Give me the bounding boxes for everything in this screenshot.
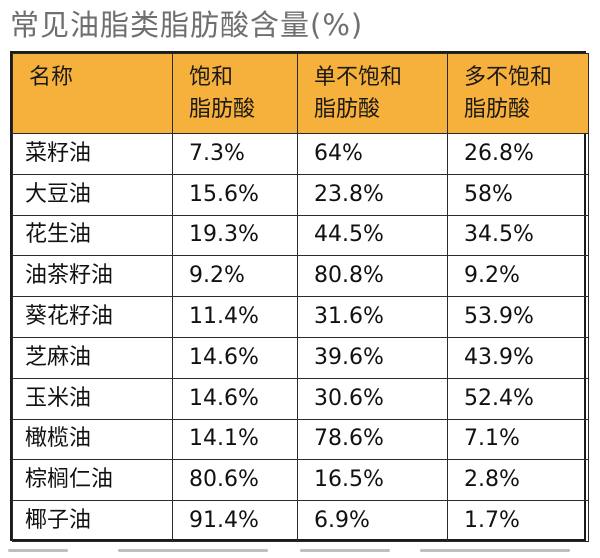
oil-name-cell: 玉米油: [12, 377, 173, 420]
oil-name-cell: 橄榄油: [12, 418, 173, 461]
header-mono-line1: 单不饱和: [314, 65, 403, 90]
table-row: 玉米油 14.6% 30.6% 52.4%: [12, 377, 589, 420]
header-mono-line2: 脂肪酸: [314, 97, 381, 122]
header-name-label: 名称: [29, 65, 74, 90]
table-body: 菜籽油 7.3% 64% 26.8% 大豆油 15.6% 23.8% 58% 花生油 19.3% 4…: [12, 133, 589, 542]
saturated-cell: 19.3%: [172, 214, 298, 257]
oil-name-cell: 花生油: [12, 214, 173, 257]
header-polyunsaturated: 多不饱和 脂肪酸: [447, 53, 589, 134]
oil-name-cell: 大豆油: [12, 173, 173, 216]
saturated-cell: 14.1%: [172, 418, 298, 461]
table-row: 菜籽油 7.3% 64% 26.8%: [12, 133, 589, 175]
monounsaturated-cell: 39.6%: [297, 336, 448, 379]
polyunsaturated-cell: 9.2%: [447, 255, 589, 298]
saturated-cell: 15.6%: [172, 173, 298, 216]
polyunsaturated-cell: 53.9%: [447, 296, 589, 338]
header-saturated-line1: 饱和: [189, 65, 234, 90]
saturated-cell: 91.4%: [172, 500, 298, 542]
header-saturated: 饱和 脂肪酸: [172, 53, 298, 134]
monounsaturated-cell: 23.8%: [297, 173, 448, 216]
saturated-cell: 14.6%: [172, 336, 298, 379]
header-monounsaturated: 单不饱和 脂肪酸: [297, 53, 448, 134]
header-row: 名称 饱和 脂肪酸 单不饱和 脂肪酸 多不饱和 脂肪酸: [12, 53, 589, 134]
saturated-cell: 7.3%: [172, 133, 298, 175]
saturated-cell: 80.6%: [172, 459, 298, 502]
monounsaturated-cell: 30.6%: [297, 377, 448, 420]
cropped-footer-text: [0, 545, 600, 558]
polyunsaturated-cell: 7.1%: [447, 418, 589, 461]
polyunsaturated-cell: 26.8%: [447, 133, 589, 175]
header-name: 名称: [12, 53, 173, 134]
header-poly-line1: 多不饱和: [464, 65, 553, 90]
oil-name-cell: 棕榈仁油: [12, 459, 173, 502]
monounsaturated-cell: 6.9%: [297, 500, 448, 542]
fatty-acid-table: 名称 饱和 脂肪酸 单不饱和 脂肪酸 多不饱和 脂肪酸 菜: [10, 51, 589, 542]
monounsaturated-cell: 78.6%: [297, 418, 448, 461]
oil-name-cell: 菜籽油: [12, 133, 173, 175]
saturated-cell: 9.2%: [172, 255, 298, 298]
monounsaturated-cell: 16.5%: [297, 459, 448, 502]
page-title: 常见油脂类脂肪酸含量(%): [10, 8, 364, 42]
polyunsaturated-cell: 34.5%: [447, 214, 589, 257]
table-row: 芝麻油 14.6% 39.6% 43.9%: [12, 336, 589, 379]
monounsaturated-cell: 80.8%: [297, 255, 448, 298]
table-row: 大豆油 15.6% 23.8% 58%: [12, 173, 589, 216]
polyunsaturated-cell: 1.7%: [447, 500, 589, 542]
table-row: 花生油 19.3% 44.5% 34.5%: [12, 214, 589, 257]
table-row: 油茶籽油 9.2% 80.8% 9.2%: [12, 255, 589, 298]
polyunsaturated-cell: 43.9%: [447, 336, 589, 379]
table-header: 名称 饱和 脂肪酸 单不饱和 脂肪酸 多不饱和 脂肪酸: [12, 53, 589, 134]
polyunsaturated-cell: 2.8%: [447, 459, 589, 502]
oil-name-cell: 芝麻油: [12, 336, 173, 379]
header-poly-line2: 脂肪酸: [464, 97, 531, 122]
monounsaturated-cell: 31.6%: [297, 296, 448, 338]
polyunsaturated-cell: 58%: [447, 173, 589, 216]
polyunsaturated-cell: 52.4%: [447, 377, 589, 420]
fatty-acid-grid: 名称 饱和 脂肪酸 单不饱和 脂肪酸 多不饱和 脂肪酸 菜: [12, 53, 589, 542]
monounsaturated-cell: 44.5%: [297, 214, 448, 257]
oil-name-cell: 葵花籽油: [12, 296, 173, 338]
table-row: 棕榈仁油 80.6% 16.5% 2.8%: [12, 459, 589, 502]
monounsaturated-cell: 64%: [297, 133, 448, 175]
saturated-cell: 11.4%: [172, 296, 298, 338]
header-saturated-line2: 脂肪酸: [189, 97, 256, 122]
oil-name-cell: 椰子油: [12, 500, 173, 542]
saturated-cell: 14.6%: [172, 377, 298, 420]
oil-name-cell: 油茶籽油: [12, 255, 173, 298]
table-row: 椰子油 91.4% 6.9% 1.7%: [12, 500, 589, 542]
table-row: 葵花籽油 11.4% 31.6% 53.9%: [12, 296, 589, 338]
table-row: 橄榄油 14.1% 78.6% 7.1%: [12, 418, 589, 461]
